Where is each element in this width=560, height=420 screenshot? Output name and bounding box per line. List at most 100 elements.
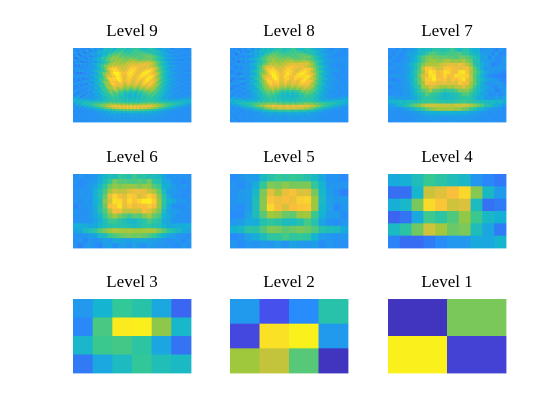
heatmap-cell <box>133 109 137 112</box>
heatmap-cell <box>249 109 253 113</box>
heatmap-cell <box>183 68 186 71</box>
heatmap-cell <box>328 97 332 101</box>
heatmap-cell <box>176 51 179 54</box>
heatmap-cell <box>172 96 175 99</box>
heatmap-cell <box>157 81 161 84</box>
heatmap-cell <box>128 59 131 62</box>
heatmap-cell <box>155 75 159 78</box>
heatmap-cell <box>148 70 151 73</box>
heatmap-cell <box>168 49 172 53</box>
heatmap-cell <box>469 110 474 115</box>
heatmap-cell <box>176 70 179 73</box>
heatmap-cell <box>271 60 275 64</box>
heatmap-cell <box>93 77 96 80</box>
heatmap-cell <box>115 70 118 73</box>
heatmap-cell <box>155 92 159 95</box>
heatmap-cell <box>301 60 305 64</box>
heatmap-cell <box>155 62 159 66</box>
heatmap-cell <box>281 80 285 83</box>
heatmap-cell <box>130 101 133 104</box>
heatmap-cell <box>261 87 265 91</box>
heatmap-cell <box>306 99 310 103</box>
heatmap-cell <box>289 72 292 76</box>
heatmap-cell <box>135 90 138 93</box>
heatmap-cell <box>167 83 170 86</box>
heatmap-cell <box>152 90 155 93</box>
heatmap-cell <box>264 102 268 106</box>
heatmap-cell <box>325 112 329 115</box>
heatmap-cell <box>276 89 280 93</box>
heatmap-cell <box>137 85 140 88</box>
heatmap-cell <box>148 85 151 88</box>
heatmap-cell <box>124 49 127 53</box>
heatmap-cell <box>276 62 280 66</box>
heatmap-cell <box>163 48 166 51</box>
heatmap-cell <box>148 110 151 114</box>
heatmap-cell <box>266 82 270 86</box>
heatmap-cell <box>239 80 243 83</box>
heatmap-cell <box>257 55 260 59</box>
heatmap-cell <box>137 77 140 80</box>
heatmap-cell <box>480 73 485 78</box>
heatmap-cell <box>242 75 246 78</box>
heatmap-cell <box>111 85 114 88</box>
heatmap-cell <box>95 60 98 64</box>
heatmap-cell <box>78 83 81 86</box>
heatmap-cell <box>410 88 415 93</box>
heatmap-cell <box>185 118 188 121</box>
heatmap-cell <box>133 64 137 67</box>
heatmap-cell <box>230 112 233 115</box>
heatmap-cell <box>247 94 251 98</box>
heatmap-cell <box>102 188 108 195</box>
heatmap-cell <box>163 105 166 108</box>
heatmap-cell <box>170 86 173 90</box>
heatmap-cell <box>91 110 94 114</box>
heatmap-cell <box>157 55 161 58</box>
heatmap-cell <box>87 223 94 229</box>
heatmap-cell <box>320 102 324 106</box>
heatmap-cell <box>144 51 148 54</box>
heatmap-cell <box>323 102 327 106</box>
heatmap-cell <box>85 51 89 54</box>
heatmap-cell <box>410 92 415 97</box>
heatmap-cell <box>189 97 192 101</box>
heatmap-cell <box>410 77 415 82</box>
heatmap-cell <box>130 120 133 123</box>
heatmap-cell <box>108 53 111 56</box>
heatmap-cell <box>435 55 441 60</box>
heatmap-cell <box>264 70 268 74</box>
heatmap-cell <box>320 48 324 51</box>
heatmap-cell <box>122 198 128 204</box>
heatmap-cell <box>340 89 344 93</box>
heatmap-cell <box>100 48 103 51</box>
heatmap-cell <box>161 105 164 108</box>
heatmap-cell <box>232 89 236 93</box>
heatmap-cell <box>73 64 76 67</box>
heatmap-cell <box>313 87 317 91</box>
heatmap-cell <box>183 73 186 77</box>
heatmap-cell <box>303 94 307 98</box>
heatmap-cell <box>254 52 258 56</box>
panel-level-7: Level 7 <box>388 21 507 123</box>
heatmap-cell <box>391 110 396 115</box>
heatmap-cell <box>120 49 124 53</box>
heatmap-cell <box>183 107 186 110</box>
heatmap-cell <box>303 119 307 123</box>
heatmap-cell <box>109 103 113 106</box>
heatmap-cell <box>111 90 114 93</box>
heatmap-cell <box>119 107 122 110</box>
heatmap-cell <box>424 66 429 71</box>
heatmap-cell <box>318 102 322 106</box>
heatmap-cell <box>402 103 407 108</box>
heatmap-cell <box>480 118 485 123</box>
heatmap-cell <box>87 60 90 64</box>
heatmap-cell <box>73 81 76 84</box>
heatmap-cell <box>84 101 87 104</box>
heatmap-cell <box>89 101 92 104</box>
heatmap-cell <box>89 118 92 121</box>
heatmap-cell <box>333 52 337 56</box>
heatmap-cell <box>161 62 164 66</box>
heatmap-cell <box>135 120 138 123</box>
heatmap-cell <box>330 55 334 59</box>
heatmap-cell <box>447 99 452 104</box>
